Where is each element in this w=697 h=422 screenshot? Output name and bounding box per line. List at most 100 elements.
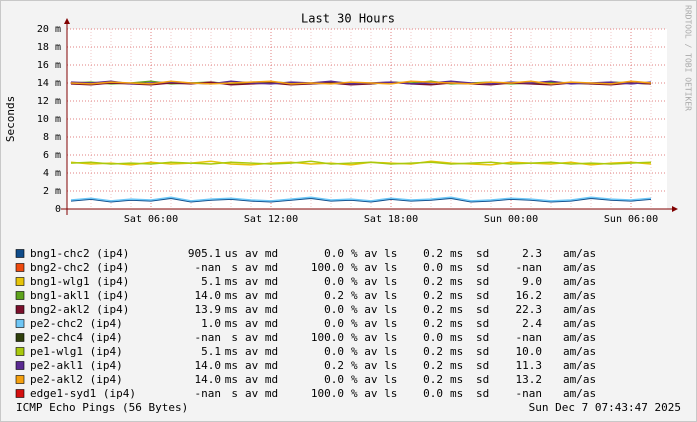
legend-sd: 0.2 <box>423 275 443 288</box>
legend-name: bng1-wlg1 (ip4) <box>30 275 129 288</box>
lines <box>70 80 652 203</box>
legend-loss-label: % av ls <box>351 275 397 288</box>
legend-ratio-label: am/as <box>563 317 596 330</box>
legend-swatch <box>15 305 25 314</box>
legend-swatch <box>15 291 25 300</box>
series-line <box>70 81 652 86</box>
legend-name: pe1-wlg1 (ip4) <box>30 345 123 358</box>
legend-median-unit: ms <box>225 345 238 358</box>
legend-ratio: 13.2 <box>516 373 543 386</box>
legend-sd: 0.0 <box>423 331 443 344</box>
legend-median-label: av md <box>245 345 278 358</box>
legend-name: pe2-akl2 (ip4) <box>30 373 123 386</box>
legend-sd: 0.2 <box>423 289 443 302</box>
y-axis-arrow <box>64 18 70 24</box>
legend-median-unit: s <box>231 261 238 274</box>
legend-median-unit: ms <box>225 359 238 372</box>
legend-name: pe2-chc2 (ip4) <box>30 317 123 330</box>
legend-loss: 0.2 <box>324 289 344 302</box>
series-line <box>70 196 652 202</box>
series-line <box>70 160 652 165</box>
legend-loss-label: % av ls <box>351 289 397 302</box>
legend-sd-unit: ms <box>450 317 463 330</box>
legend-sd-label: sd <box>476 289 489 302</box>
legend-sd-unit: ms <box>450 345 463 358</box>
legend-ratio-label: am/as <box>563 359 596 372</box>
legend-ratio: 16.2 <box>516 289 543 302</box>
legend-loss-label: % av ls <box>351 387 397 400</box>
legend-loss: 0.0 <box>324 303 344 316</box>
y-tick-label: 12 m <box>37 96 61 107</box>
legend-swatch <box>15 361 25 370</box>
legend-loss-label: % av ls <box>351 359 397 372</box>
x-tick-label: Sat 06:00 <box>124 214 178 225</box>
legend-sd: 0.0 <box>423 387 443 400</box>
x-tick-label: Sat 12:00 <box>244 214 298 225</box>
legend-name: bng1-akl1 (ip4) <box>30 289 129 302</box>
legend-median-unit: ms <box>225 373 238 386</box>
legend: bng1-chc2 (ip4) 905.1 us av md 0.0 % av ls 0.2… <box>15 247 596 400</box>
legend-name: pe2-akl1 (ip4) <box>30 359 123 372</box>
legend-median-unit: ms <box>225 289 238 302</box>
legend-median-label: av md <box>245 359 278 372</box>
legend-ratio: 2.4 <box>522 317 542 330</box>
x-tick-label: Sun 00:00 <box>484 214 538 225</box>
series-line <box>70 160 652 166</box>
legend-loss-label: % av ls <box>351 345 397 358</box>
legend-sd-unit: ms <box>450 331 463 344</box>
legend-swatch <box>15 333 25 342</box>
legend-swatch <box>15 319 25 328</box>
legend-median-label: av md <box>245 303 278 316</box>
legend-ratio: 9.0 <box>522 275 542 288</box>
legend-sd: 0.2 <box>423 303 443 316</box>
legend-ratio-label: am/as <box>563 387 596 400</box>
legend-median: 14.0 <box>195 289 222 302</box>
y-tick-label: 6 m <box>43 150 61 161</box>
legend-ratio: -nan <box>516 331 543 344</box>
legend-loss-label: % av ls <box>351 261 397 274</box>
y-tick-label: 4 m <box>43 168 61 179</box>
x-tick-label: Sat 18:00 <box>364 214 418 225</box>
legend-sd-label: sd <box>476 247 489 260</box>
legend-ratio: 10.0 <box>516 345 543 358</box>
legend-ratio-label: am/as <box>563 247 596 260</box>
legend-sd: 0.2 <box>423 247 443 260</box>
grid <box>67 28 667 210</box>
legend-median: 13.9 <box>195 303 222 316</box>
y-tick-label: 16 m <box>37 60 61 71</box>
legend-loss-label: % av ls <box>351 373 397 386</box>
legend-sd-label: sd <box>476 345 489 358</box>
legend-median-label: av md <box>245 247 278 260</box>
footer-right: Sun Dec 7 07:43:47 2025 <box>529 401 681 414</box>
legend-sd-unit: ms <box>450 359 463 372</box>
legend-loss-label: % av ls <box>351 303 397 316</box>
x-tick-label: Sun 06:00 <box>604 214 658 225</box>
legend-loss: 0.0 <box>324 275 344 288</box>
legend-sd-unit: ms <box>450 373 463 386</box>
legend-loss: 100.0 <box>311 387 344 400</box>
legend-median-unit: s <box>231 331 238 344</box>
legend-median-label: av md <box>245 261 278 274</box>
legend-median-unit: us <box>225 247 238 260</box>
legend-median-label: av md <box>245 331 278 344</box>
legend-sd-label: sd <box>476 331 489 344</box>
legend-sd: 0.2 <box>423 359 443 372</box>
legend-sd: 0.2 <box>423 345 443 358</box>
legend-sd-unit: ms <box>450 275 463 288</box>
y-tick-label: 14 m <box>37 78 61 89</box>
y-tick-label: 0 <box>55 204 61 215</box>
legend-ratio: -nan <box>516 261 543 274</box>
side-note: RRDTOOL / TOBI OETIKER <box>684 5 693 111</box>
y-tick-label: 8 m <box>43 132 61 143</box>
legend-loss-label: % av ls <box>351 331 397 344</box>
legend-median: 5.1 <box>201 345 221 358</box>
legend-median-label: av md <box>245 387 278 400</box>
legend-swatch <box>15 375 25 384</box>
legend-loss-label: % av ls <box>351 247 397 260</box>
legend-median: 5.1 <box>201 275 221 288</box>
footer-left: ICMP Echo Pings (56 Bytes) <box>16 401 188 414</box>
legend-median: 14.0 <box>195 373 222 386</box>
legend-median: -nan <box>195 387 222 400</box>
legend-loss: 0.2 <box>324 359 344 372</box>
legend-median: 905.1 <box>188 247 221 260</box>
